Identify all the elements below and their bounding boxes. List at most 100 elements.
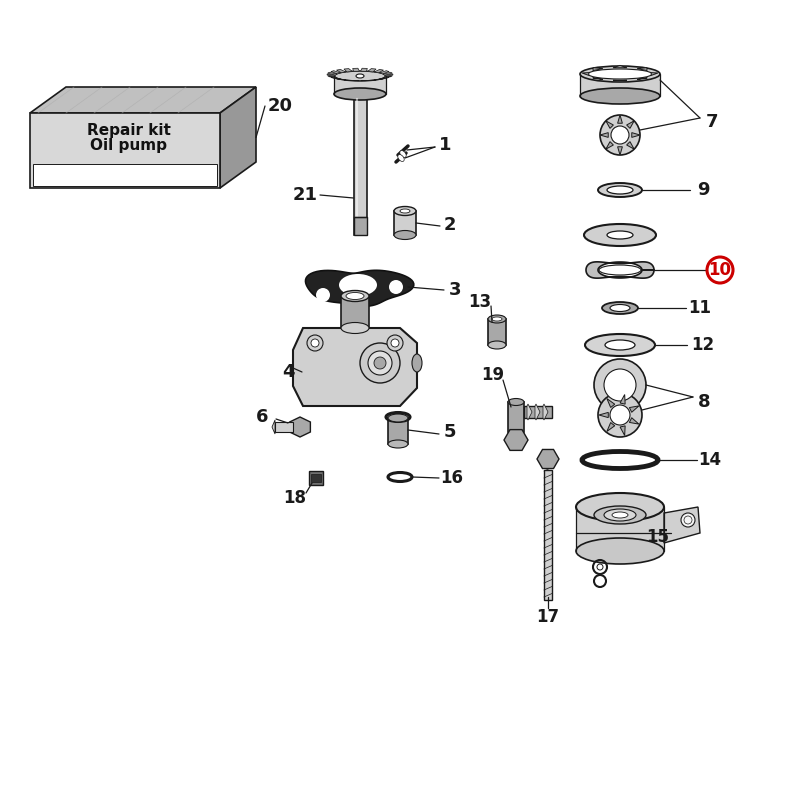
Bar xyxy=(341,296,369,328)
Ellipse shape xyxy=(607,231,633,239)
Polygon shape xyxy=(593,68,603,70)
Polygon shape xyxy=(290,417,310,437)
Ellipse shape xyxy=(492,317,502,321)
Text: 7: 7 xyxy=(706,113,718,131)
Polygon shape xyxy=(30,87,256,113)
Text: 10: 10 xyxy=(709,261,731,279)
Polygon shape xyxy=(379,78,389,79)
Ellipse shape xyxy=(599,265,641,275)
Circle shape xyxy=(600,115,640,155)
Circle shape xyxy=(604,369,636,401)
Polygon shape xyxy=(328,72,337,75)
Text: 18: 18 xyxy=(283,489,306,507)
Ellipse shape xyxy=(341,322,369,334)
Polygon shape xyxy=(626,121,634,128)
Polygon shape xyxy=(367,69,376,72)
Text: 17: 17 xyxy=(537,608,559,626)
Circle shape xyxy=(594,359,646,411)
Circle shape xyxy=(681,513,695,527)
Ellipse shape xyxy=(598,183,642,197)
Circle shape xyxy=(598,393,642,437)
Bar xyxy=(275,422,293,432)
Polygon shape xyxy=(613,66,627,68)
Text: 4: 4 xyxy=(282,363,294,381)
Bar xyxy=(309,471,323,485)
Polygon shape xyxy=(537,450,559,469)
Ellipse shape xyxy=(339,274,377,296)
Ellipse shape xyxy=(576,493,664,521)
Text: 12: 12 xyxy=(691,336,714,354)
Ellipse shape xyxy=(346,293,364,299)
Ellipse shape xyxy=(580,66,660,82)
Ellipse shape xyxy=(334,88,386,100)
Polygon shape xyxy=(337,79,346,80)
Ellipse shape xyxy=(594,506,646,524)
Polygon shape xyxy=(272,420,275,434)
Polygon shape xyxy=(344,69,353,72)
Text: 16: 16 xyxy=(441,469,463,487)
Polygon shape xyxy=(379,70,389,74)
Polygon shape xyxy=(527,404,532,420)
Text: 9: 9 xyxy=(697,181,710,199)
Polygon shape xyxy=(637,68,647,70)
Polygon shape xyxy=(620,394,625,404)
Ellipse shape xyxy=(612,512,628,518)
Ellipse shape xyxy=(356,74,364,78)
Text: 19: 19 xyxy=(482,366,505,384)
Bar xyxy=(354,217,366,235)
Ellipse shape xyxy=(488,315,506,323)
Ellipse shape xyxy=(388,440,408,448)
Ellipse shape xyxy=(588,69,652,79)
Ellipse shape xyxy=(334,71,386,81)
Text: 2: 2 xyxy=(444,216,456,234)
Polygon shape xyxy=(593,78,603,79)
Ellipse shape xyxy=(394,230,416,239)
Polygon shape xyxy=(535,404,540,420)
Ellipse shape xyxy=(610,305,630,311)
Bar xyxy=(508,402,524,432)
Polygon shape xyxy=(220,87,256,188)
Polygon shape xyxy=(607,398,614,407)
Polygon shape xyxy=(618,146,622,155)
Text: 8: 8 xyxy=(698,393,710,411)
Text: 20: 20 xyxy=(267,97,293,115)
Ellipse shape xyxy=(394,206,416,215)
Polygon shape xyxy=(337,70,346,73)
Polygon shape xyxy=(383,76,392,78)
Polygon shape xyxy=(664,507,700,543)
Ellipse shape xyxy=(400,150,406,158)
Circle shape xyxy=(610,405,630,425)
Bar xyxy=(488,319,506,345)
Ellipse shape xyxy=(607,186,633,194)
Bar xyxy=(311,474,321,482)
Circle shape xyxy=(307,335,323,351)
Circle shape xyxy=(360,343,400,383)
Polygon shape xyxy=(374,79,383,80)
Polygon shape xyxy=(331,70,341,74)
Bar xyxy=(388,418,408,444)
Polygon shape xyxy=(606,121,614,128)
Polygon shape xyxy=(504,430,528,450)
Bar xyxy=(580,74,660,96)
Polygon shape xyxy=(630,406,639,412)
Text: 21: 21 xyxy=(293,186,318,204)
Text: 5: 5 xyxy=(444,423,456,441)
Circle shape xyxy=(368,351,392,375)
Circle shape xyxy=(387,335,403,351)
Text: 15: 15 xyxy=(646,528,670,546)
Bar xyxy=(33,163,217,186)
Ellipse shape xyxy=(388,414,408,422)
Polygon shape xyxy=(385,74,393,77)
Circle shape xyxy=(391,339,399,347)
Bar xyxy=(576,507,664,551)
Polygon shape xyxy=(543,404,548,420)
Bar xyxy=(394,211,416,235)
Ellipse shape xyxy=(585,334,655,356)
Polygon shape xyxy=(586,262,654,278)
Circle shape xyxy=(316,288,330,302)
Ellipse shape xyxy=(576,538,664,564)
Text: Oil pump: Oil pump xyxy=(90,138,167,153)
Ellipse shape xyxy=(604,509,636,521)
Text: 11: 11 xyxy=(689,299,711,317)
Polygon shape xyxy=(637,78,647,79)
